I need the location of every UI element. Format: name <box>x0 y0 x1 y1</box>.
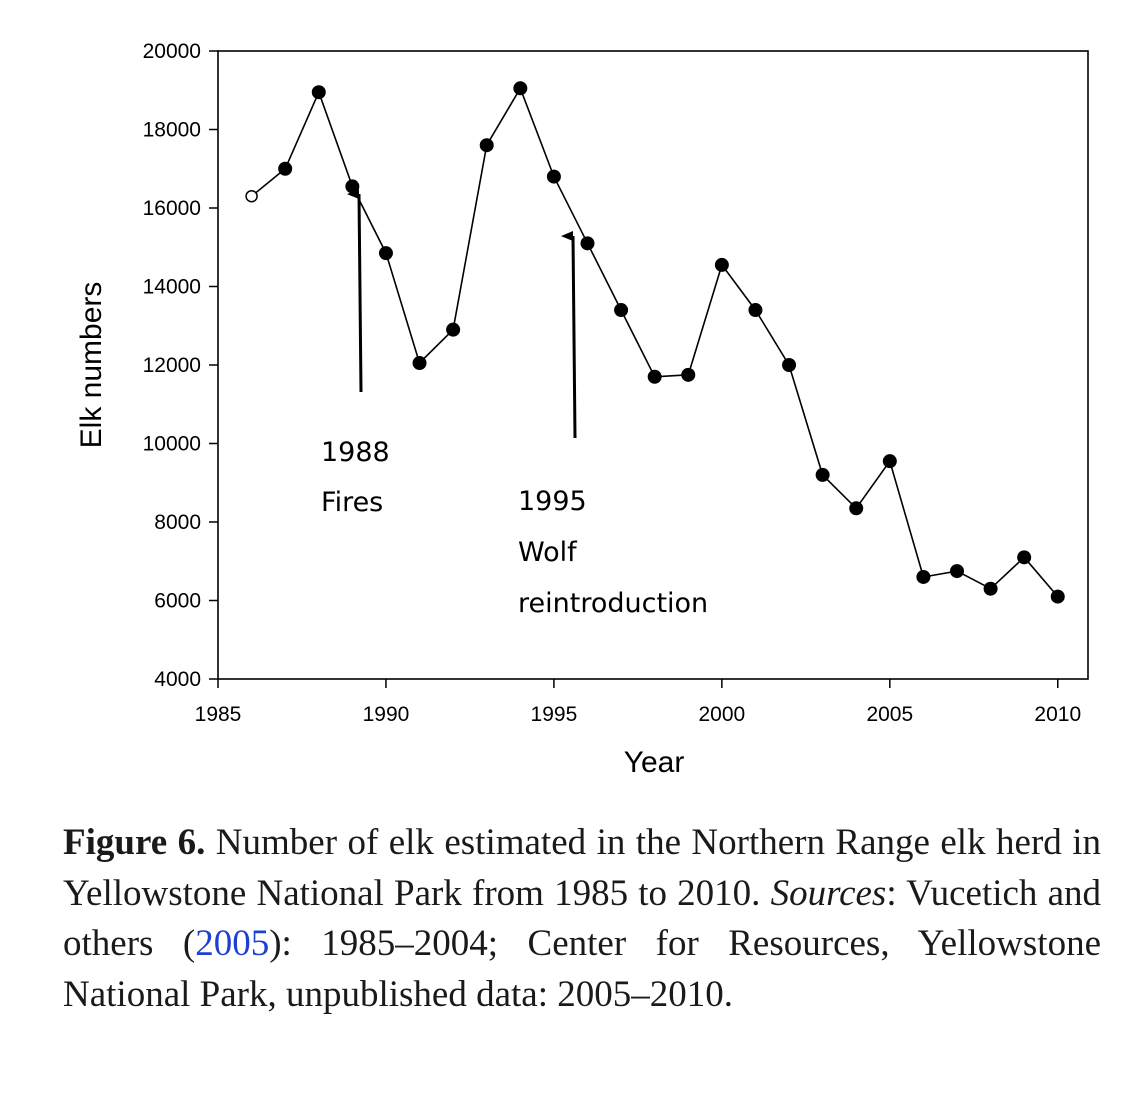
data-point <box>479 138 494 153</box>
x-tick-label: 2010 <box>1034 703 1081 726</box>
data-point <box>983 581 998 596</box>
caption-text-2: : Vucetich and others ( <box>63 872 1102 965</box>
data-point <box>378 246 393 261</box>
data-points <box>245 81 1065 604</box>
data-point <box>815 467 830 482</box>
data-point <box>748 303 763 318</box>
y-axis-title: Elk numbers <box>75 282 108 449</box>
data-point <box>782 358 797 372</box>
plot-frame <box>217 50 1089 680</box>
data-point <box>513 81 528 96</box>
y-tick-label: 16000 <box>143 197 201 220</box>
series-line <box>251 86 1059 598</box>
wolf-annotation-line-3: reintroduction <box>518 588 708 619</box>
y-tick-label: 18000 <box>143 119 201 142</box>
fires-annotation-line-1: 1988 <box>321 437 390 468</box>
x-tick-label: 2005 <box>866 703 913 726</box>
y-tick-label: 8000 <box>154 511 201 534</box>
elk-numbers-chart: 4000 6000 8000 10000 12000 14000 16000 18000 200… <box>75 40 1089 779</box>
open-data-point <box>245 189 258 203</box>
data-point <box>714 257 729 272</box>
x-tick-label: 1985 <box>195 703 242 726</box>
caption-sources-word: Sources <box>770 872 887 914</box>
y-tick-label: 6000 <box>154 590 201 613</box>
data-point <box>580 236 595 251</box>
y-tick-label: 12000 <box>143 354 201 377</box>
citation-link[interactable]: 2005 <box>195 923 270 964</box>
data-point <box>446 322 461 337</box>
x-tick-label: 2000 <box>699 703 746 726</box>
data-point <box>1050 589 1065 604</box>
fires-annotation-line-2: Fires <box>321 487 383 518</box>
data-point <box>1017 550 1032 565</box>
wolf-annotation-line-2: Wolf <box>518 537 578 568</box>
data-point <box>546 169 561 184</box>
data-point <box>614 303 629 318</box>
data-point <box>412 356 427 371</box>
data-point <box>849 501 864 516</box>
data-point <box>882 454 897 469</box>
y-tick-label: 20000 <box>143 40 201 63</box>
data-point <box>278 161 293 176</box>
data-point <box>311 85 326 100</box>
y-axis: 4000 6000 8000 10000 12000 14000 16000 18000 200… <box>143 40 218 691</box>
series-line-group <box>251 86 1059 598</box>
figure-label: Figure 6. <box>63 822 206 863</box>
annotations: 1988 Fires 1995 Wolf reintroduction <box>321 189 708 619</box>
y-tick-label: 10000 <box>143 433 201 456</box>
data-point <box>681 367 696 382</box>
fires-arrow <box>347 189 363 393</box>
y-tick-label: 14000 <box>143 276 201 299</box>
figure-caption: Figure 6. Number of elk estimated in the… <box>63 818 1101 1020</box>
data-point <box>949 564 964 579</box>
wolf-arrow <box>561 231 577 439</box>
data-point <box>647 369 662 384</box>
caption-text-1: Number of elk estimated in the Northern … <box>63 822 1101 914</box>
x-tick-label: 1990 <box>363 703 410 726</box>
x-tick-label: 1995 <box>531 703 578 726</box>
x-axis-title: Year <box>624 746 685 779</box>
caption-text-3: ): 1985–2004; Center for Resources, Yell… <box>63 923 1101 1015</box>
data-point <box>916 569 931 584</box>
data-point <box>345 179 360 194</box>
wolf-annotation-line-1: 1995 <box>518 486 587 517</box>
y-tick-label: 4000 <box>154 668 201 691</box>
x-axis: 1985 1990 1995 2000 2005 2010 <box>195 679 1081 726</box>
